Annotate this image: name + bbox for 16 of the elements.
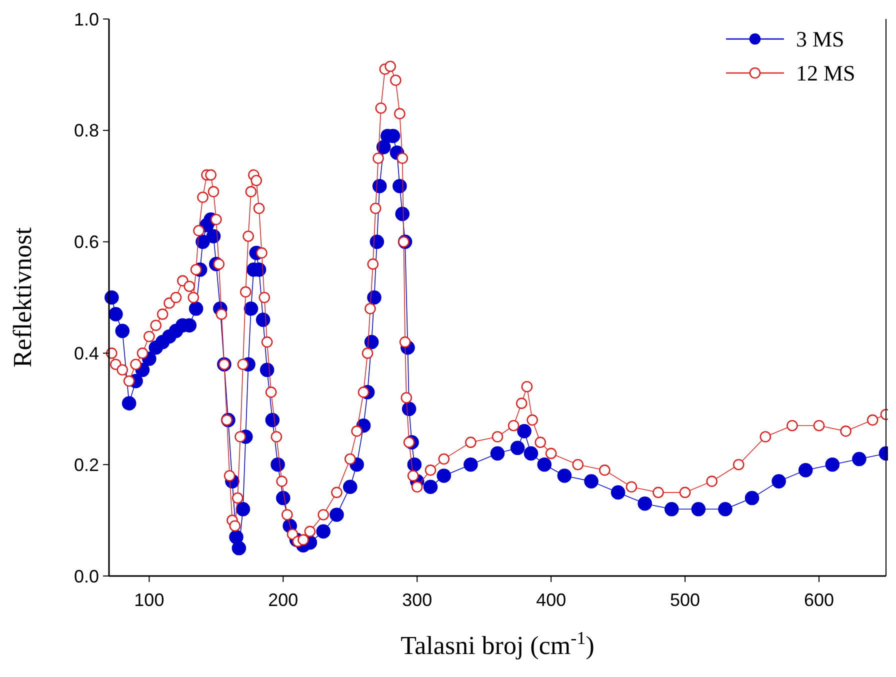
y-tick-label: 0.6 [74,232,99,252]
y-tick-label: 0.0 [74,566,99,586]
x-tick-label: 200 [268,590,298,610]
legend-label: 12 MS [796,60,856,86]
x-tick-label: 100 [134,590,164,610]
y-tick-label: 0.8 [74,120,99,141]
x-tick-label: 400 [536,590,566,610]
x-tick-label: 300 [402,590,432,610]
y-tick-label: 0.4 [74,344,99,364]
x-tick-label: 500 [670,590,700,610]
y-axis-title: Reflektivnost [8,226,37,368]
y-tick-label: 0.2 [74,454,99,475]
x-axis-title: Talasni broj (cm$^{-1}$) [400,628,594,660]
y-tick-label: 1.0 [74,9,99,30]
legend-label: 3 MS [796,26,844,52]
x-tick-label: 600 [804,590,834,610]
